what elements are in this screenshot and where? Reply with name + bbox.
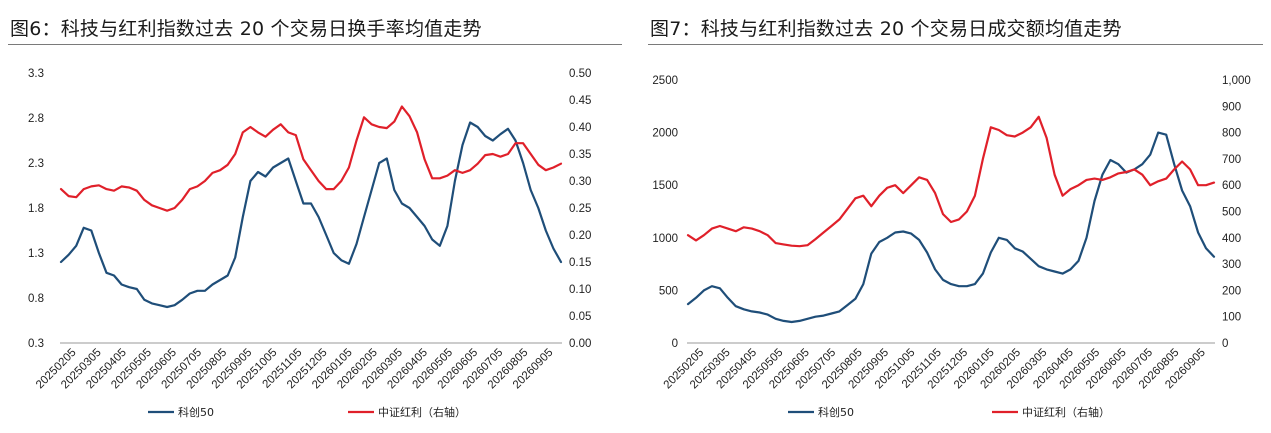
y-left-tick-label: 0.8 — [28, 293, 44, 305]
y-right-tick-label: 200 — [1222, 285, 1241, 297]
y-right-tick-label: 0.00 — [569, 338, 591, 350]
y-right-tick-label: 900 — [1222, 101, 1241, 113]
y-right-tick-label: 0.50 — [569, 68, 591, 80]
series-line-kechuang50 — [59, 121, 563, 309]
y-right-tick-label: 400 — [1222, 233, 1241, 245]
y-right-tick-label: 0.45 — [569, 95, 591, 107]
y-left-tick-label: 500 — [659, 285, 678, 297]
legend-label: 科创50 — [818, 405, 854, 419]
title-underline — [648, 44, 1263, 45]
y-right-tick-label: 800 — [1222, 128, 1241, 140]
y-left-tick-label: 3.3 — [28, 68, 44, 80]
legend-label: 科创50 — [178, 405, 214, 419]
legend-label: 中证红利（右轴） — [1022, 405, 1110, 419]
turnover-chart-svg: 0.3 0.8 1.3 1.8 2.3 2.8 3.3 0.00 0.05 0.10 0.15 0.2… — [28, 68, 591, 419]
y-right-tick-label: 1,000 — [1222, 75, 1251, 87]
y-left-tick-label: 2500 — [652, 75, 678, 87]
y-right-tick-label: 700 — [1222, 154, 1241, 166]
y-left-tick-label: 2.3 — [28, 158, 44, 170]
y-right-tick-label: 0.25 — [569, 203, 591, 215]
y-left-tick-label: 1.8 — [28, 203, 44, 215]
chart-panel-volume: 图7：科技与红利指数过去 20 个交易日成交额均值走势 0 500 1000 1500… — [640, 0, 1271, 433]
chart-title: 图6：科技与红利指数过去 20 个交易日换手率均值走势 — [10, 18, 482, 40]
y-right-tick-label: 0.40 — [569, 122, 591, 134]
title-underline — [8, 44, 622, 45]
y-right-tick-label: 0.20 — [569, 230, 591, 242]
y-left-tick-label: 1000 — [652, 233, 678, 245]
chart-title: 图7：科技与红利指数过去 20 个交易日成交额均值走势 — [650, 18, 1122, 40]
series-line-dividend — [686, 115, 1216, 248]
chart-panel-turnover: 图6：科技与红利指数过去 20 个交易日换手率均值走势 0.3 0.8 1.3 1.8… — [0, 0, 630, 433]
series-line-dividend — [59, 105, 563, 212]
y-left-tick-label: 2.8 — [28, 113, 44, 125]
y-right-tick-label: 0.10 — [569, 284, 591, 296]
y-left-tick-label: 0.3 — [28, 338, 44, 350]
y-right-tick-label: 600 — [1222, 180, 1241, 192]
y-right-tick-label: 100 — [1222, 312, 1241, 324]
y-right-tick-label: 0.05 — [569, 311, 591, 323]
y-left-tick-label: 2000 — [652, 128, 678, 140]
y-left-tick-label: 0 — [672, 338, 678, 350]
y-left-tick-label: 1.3 — [28, 248, 44, 260]
y-right-tick-label: 0.30 — [569, 176, 591, 188]
legend-label: 中证红利（右轴） — [378, 405, 466, 419]
y-right-tick-label: 0.35 — [569, 149, 591, 161]
y-right-tick-label: 300 — [1222, 259, 1241, 271]
series-line-kechuang50 — [686, 131, 1216, 324]
y-right-tick-label: 0 — [1222, 338, 1228, 350]
y-right-tick-label: 0.15 — [569, 257, 591, 269]
y-left-tick-label: 1500 — [652, 180, 678, 192]
y-right-tick-label: 500 — [1222, 207, 1241, 219]
volume-chart-svg: 0 500 1000 1500 2000 2500 0 100 200 300 400 500 600 7… — [652, 75, 1251, 419]
